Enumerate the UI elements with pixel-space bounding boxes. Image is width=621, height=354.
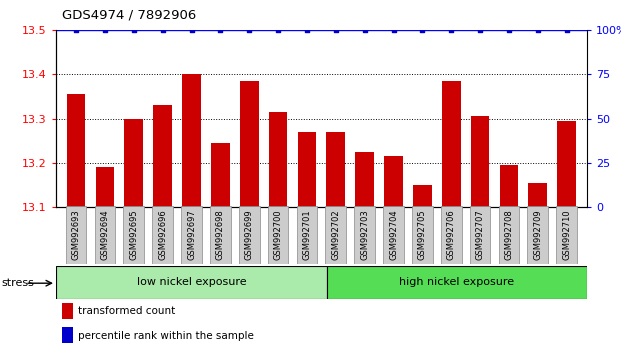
FancyBboxPatch shape: [527, 206, 548, 264]
Bar: [442, 81, 461, 207]
FancyBboxPatch shape: [354, 206, 375, 264]
Text: GSM992706: GSM992706: [446, 210, 456, 261]
Bar: [297, 132, 316, 207]
Point: [71, 27, 81, 33]
Point: [244, 27, 254, 33]
Text: percentile rank within the sample: percentile rank within the sample: [78, 331, 253, 341]
Bar: [124, 119, 143, 207]
Point: [302, 27, 312, 33]
FancyBboxPatch shape: [56, 266, 327, 299]
Bar: [96, 167, 114, 207]
Point: [186, 27, 196, 33]
Bar: [211, 143, 230, 207]
FancyBboxPatch shape: [556, 206, 577, 264]
FancyBboxPatch shape: [210, 206, 231, 264]
Bar: [355, 152, 374, 207]
Bar: [327, 132, 345, 207]
FancyBboxPatch shape: [469, 206, 491, 264]
Point: [417, 27, 427, 33]
Text: GSM992705: GSM992705: [418, 210, 427, 261]
Text: stress: stress: [2, 278, 35, 288]
Point: [504, 27, 514, 33]
Text: GSM992704: GSM992704: [389, 210, 398, 261]
Bar: [66, 94, 86, 207]
Text: GSM992702: GSM992702: [331, 210, 340, 261]
FancyBboxPatch shape: [268, 206, 289, 264]
Bar: [471, 116, 489, 207]
FancyBboxPatch shape: [152, 206, 173, 264]
Text: transformed count: transformed count: [78, 306, 175, 316]
FancyBboxPatch shape: [66, 206, 86, 264]
Text: GSM992709: GSM992709: [533, 210, 542, 261]
Text: GSM992697: GSM992697: [187, 210, 196, 261]
Text: GSM992700: GSM992700: [274, 210, 283, 261]
Point: [129, 27, 138, 33]
Point: [360, 27, 369, 33]
Point: [533, 27, 543, 33]
FancyBboxPatch shape: [94, 206, 116, 264]
Text: GSM992695: GSM992695: [129, 210, 138, 261]
Text: GSM992708: GSM992708: [504, 210, 514, 261]
FancyBboxPatch shape: [441, 206, 461, 264]
Text: low nickel exposure: low nickel exposure: [137, 277, 247, 287]
Point: [561, 27, 571, 33]
Text: GSM992693: GSM992693: [71, 210, 81, 261]
Text: GSM992707: GSM992707: [476, 210, 484, 261]
Text: GSM992696: GSM992696: [158, 210, 167, 261]
Bar: [557, 121, 576, 207]
FancyBboxPatch shape: [325, 206, 346, 264]
Bar: [240, 81, 258, 207]
FancyBboxPatch shape: [181, 206, 202, 264]
Bar: [269, 112, 288, 207]
Text: GSM992701: GSM992701: [302, 210, 312, 261]
Bar: [499, 165, 519, 207]
Text: GSM992699: GSM992699: [245, 210, 254, 261]
Point: [100, 27, 110, 33]
FancyBboxPatch shape: [327, 266, 587, 299]
FancyBboxPatch shape: [499, 206, 519, 264]
Point: [158, 27, 168, 33]
FancyBboxPatch shape: [124, 206, 144, 264]
FancyBboxPatch shape: [383, 206, 404, 264]
FancyBboxPatch shape: [412, 206, 433, 264]
Bar: [413, 185, 432, 207]
Point: [273, 27, 283, 33]
Text: GSM992703: GSM992703: [360, 210, 369, 261]
Text: GSM992698: GSM992698: [216, 210, 225, 261]
FancyBboxPatch shape: [239, 206, 260, 264]
FancyBboxPatch shape: [297, 206, 317, 264]
Point: [215, 27, 225, 33]
Point: [331, 27, 341, 33]
Bar: [528, 183, 547, 207]
Point: [389, 27, 399, 33]
Text: GDS4974 / 7892906: GDS4974 / 7892906: [62, 9, 196, 22]
Bar: [182, 74, 201, 207]
Point: [446, 27, 456, 33]
Text: GSM992694: GSM992694: [101, 210, 109, 261]
Text: high nickel exposure: high nickel exposure: [399, 277, 515, 287]
Point: [475, 27, 485, 33]
Text: GSM992710: GSM992710: [562, 210, 571, 261]
Bar: [384, 156, 403, 207]
Bar: [153, 105, 172, 207]
